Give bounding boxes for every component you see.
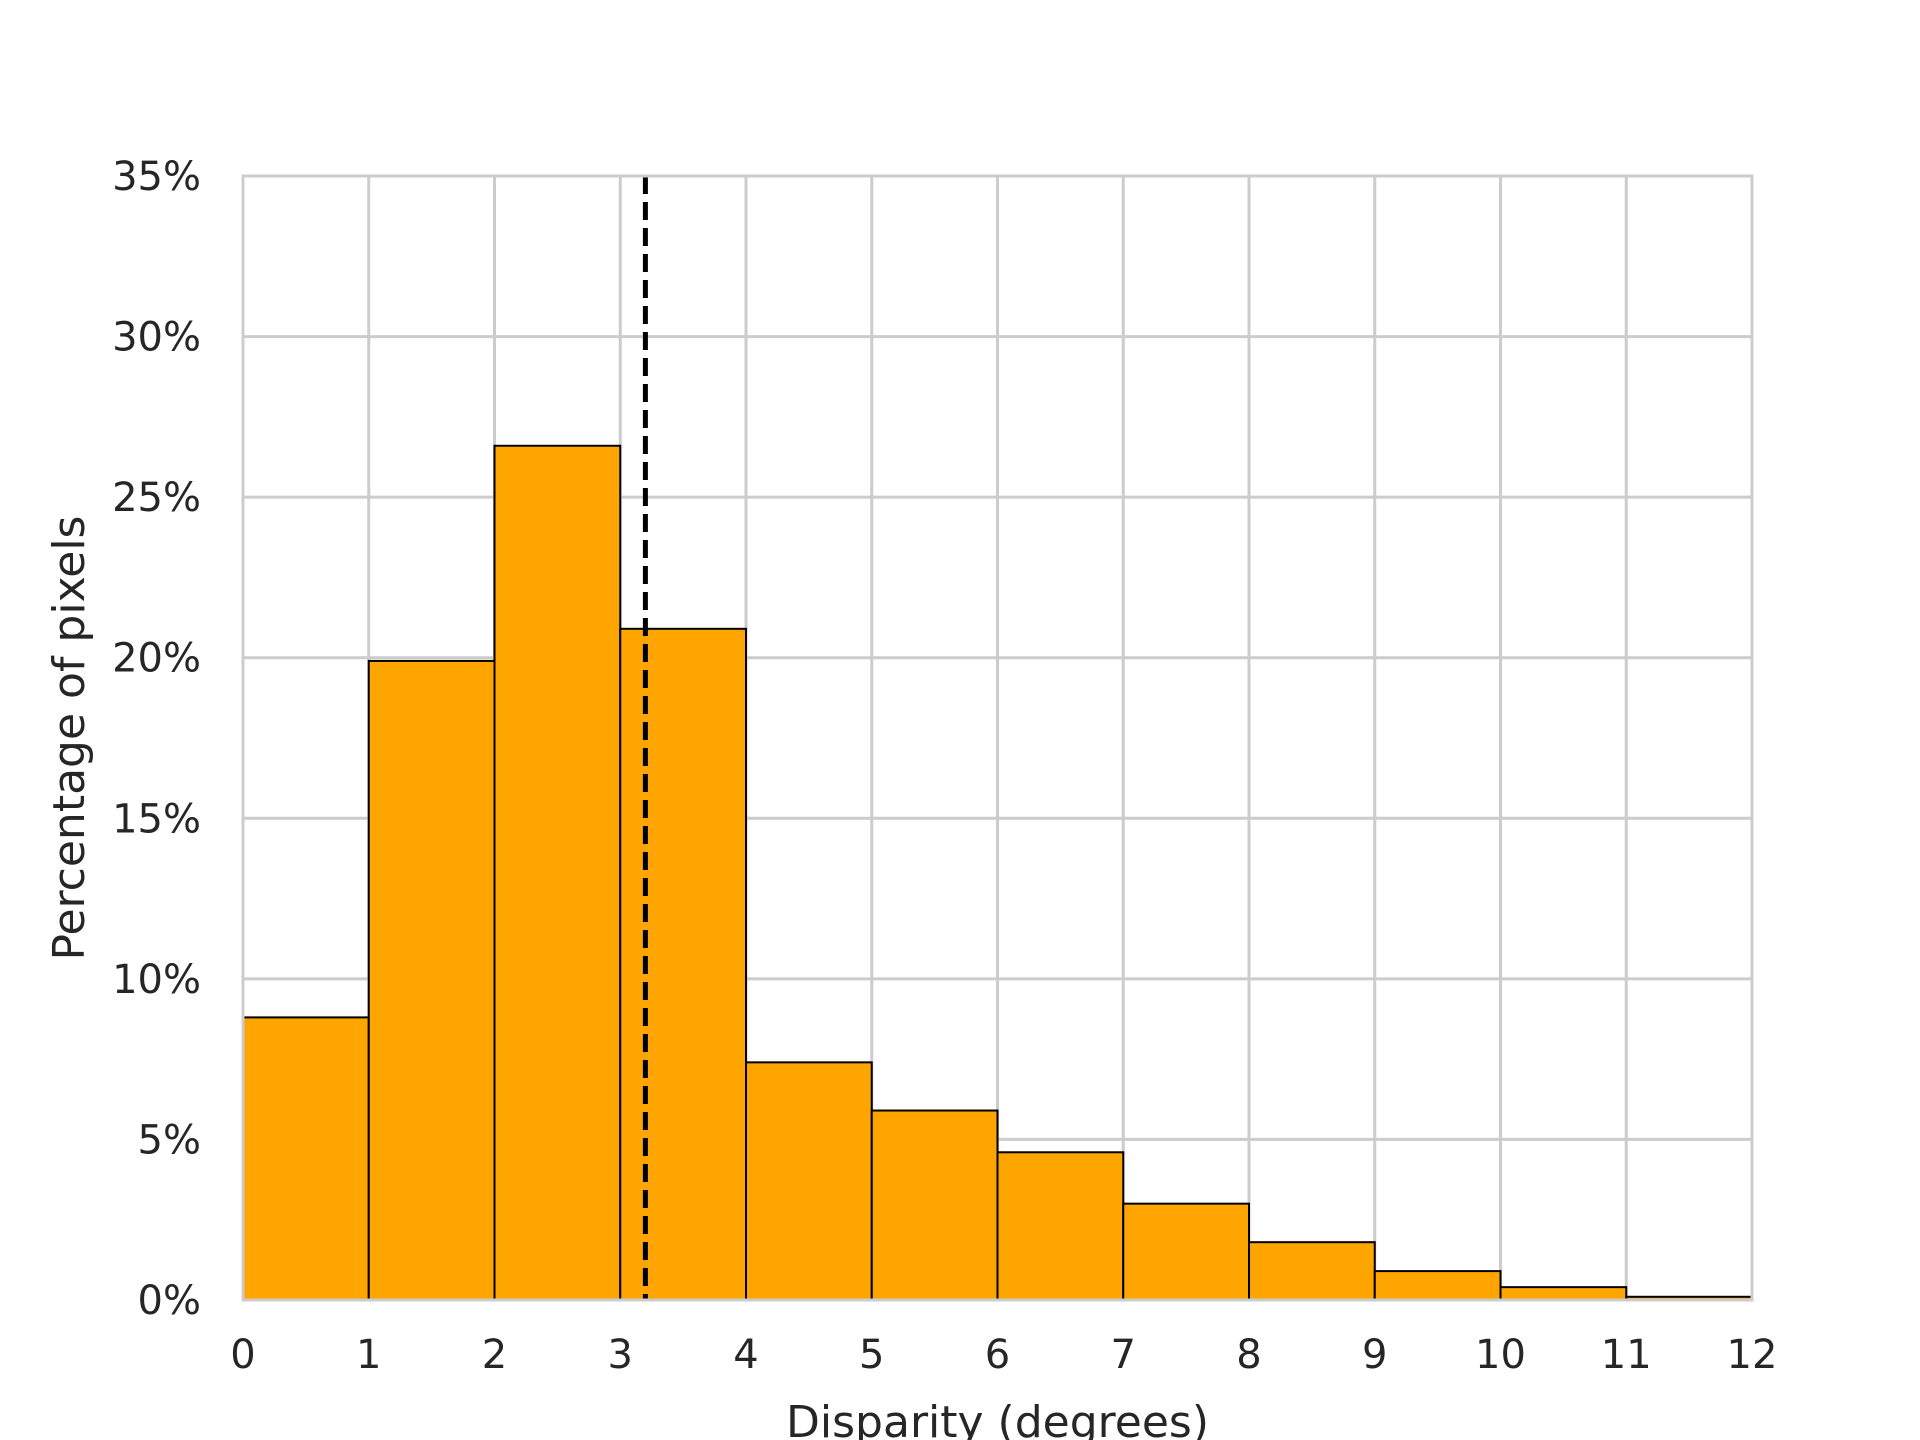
histogram-bar <box>367 659 496 1301</box>
histogram-bar <box>745 1061 873 1301</box>
histogram-bar <box>870 1109 999 1302</box>
x-tick-label: 2 <box>482 1332 507 1378</box>
y-tick-label: 15% <box>112 796 201 842</box>
histogram-bars <box>242 444 1753 1302</box>
histogram-bar <box>1122 1202 1250 1301</box>
x-tick-label: 4 <box>733 1332 758 1378</box>
x-tick-label: 0 <box>230 1332 255 1378</box>
x-tick-label: 1 <box>356 1332 381 1378</box>
x-axis-label: Disparity (degrees) <box>786 1397 1209 1440</box>
histogram-bar <box>1373 1270 1502 1302</box>
histogram-bar <box>1248 1241 1376 1302</box>
y-axis-label: Percentage of pixels <box>44 516 95 961</box>
x-tick-label: 5 <box>859 1332 884 1378</box>
y-tick-label: 35% <box>112 154 201 200</box>
y-tick-label: 10% <box>112 957 201 1003</box>
x-tick-label: 8 <box>1236 1332 1261 1378</box>
x-tick-label: 11 <box>1601 1332 1652 1378</box>
x-tick-label: 3 <box>608 1332 633 1378</box>
x-tick-label: 12 <box>1727 1332 1778 1378</box>
y-tick-label: 5% <box>138 1117 201 1163</box>
x-tick-label: 6 <box>985 1332 1010 1378</box>
x-tick-labels: 0 1 2 3 4 5 6 7 8 9 10 11 12 <box>230 1332 1777 1378</box>
histogram-bar <box>619 627 747 1301</box>
y-tick-labels: 0% 5% 10% 15% 20% 25% 30% 35% <box>112 154 201 1324</box>
x-tick-label: 9 <box>1362 1332 1387 1378</box>
y-tick-label: 20% <box>112 636 201 682</box>
histogram-bar <box>242 1016 370 1301</box>
histogram-bar <box>996 1151 1125 1301</box>
y-tick-label: 0% <box>138 1278 201 1324</box>
x-tick-label: 10 <box>1475 1332 1526 1378</box>
histogram-bar <box>1499 1286 1628 1302</box>
x-tick-label: 7 <box>1111 1332 1136 1378</box>
plot-frame <box>241 174 1754 1302</box>
y-tick-label: 25% <box>112 475 201 521</box>
y-tick-label: 30% <box>112 315 201 361</box>
histogram-bar <box>493 444 622 1301</box>
